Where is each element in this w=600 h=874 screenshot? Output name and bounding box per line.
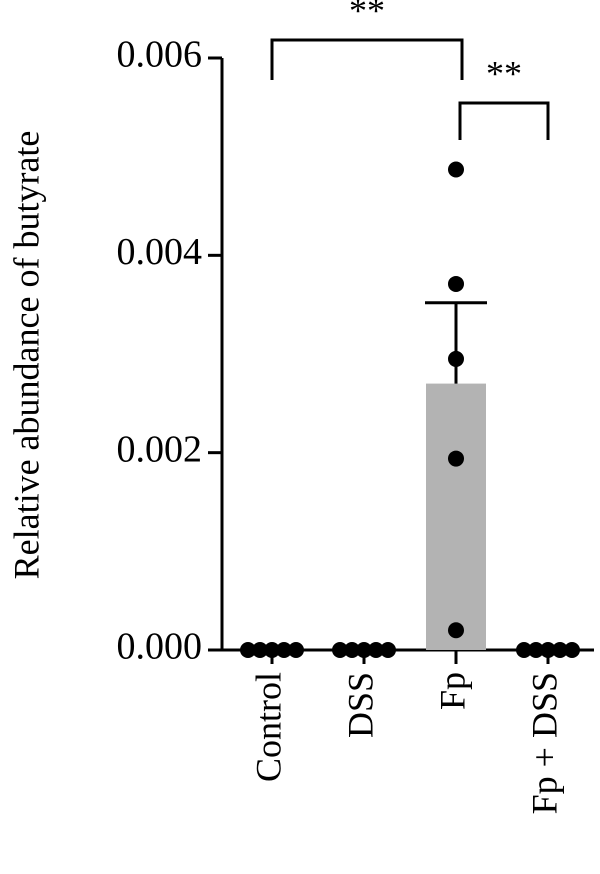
significance-label: ** bbox=[486, 53, 522, 93]
x-tick-label: DSS bbox=[340, 672, 380, 738]
y-tick-label: 0.006 bbox=[117, 34, 203, 76]
data-point bbox=[240, 642, 256, 658]
data-point bbox=[448, 450, 464, 467]
data-point bbox=[552, 642, 568, 658]
data-point bbox=[448, 161, 464, 178]
data-point bbox=[356, 642, 372, 658]
significance-label: ** bbox=[349, 0, 385, 30]
data-point bbox=[252, 642, 268, 658]
significance-bracket bbox=[458, 101, 550, 140]
data-point bbox=[368, 642, 384, 658]
x-tick-label: Fp bbox=[432, 672, 472, 710]
data-point bbox=[516, 642, 532, 658]
data-point bbox=[380, 642, 396, 658]
data-point bbox=[448, 275, 464, 292]
data-point bbox=[276, 642, 292, 658]
x-tick-label: Fp + DSS bbox=[524, 672, 564, 814]
data-point bbox=[564, 642, 580, 658]
data-point bbox=[448, 622, 464, 639]
y-tick-label: 0.000 bbox=[117, 626, 203, 668]
significance-bracket bbox=[270, 38, 464, 80]
data-point bbox=[332, 642, 348, 658]
y-axis-label: Relative abundance of butyrate bbox=[6, 131, 46, 580]
x-tick-label: Control bbox=[248, 672, 288, 782]
data-point bbox=[344, 642, 360, 658]
y-tick-label: 0.002 bbox=[117, 428, 203, 470]
bar bbox=[426, 383, 486, 650]
data-point bbox=[540, 642, 556, 658]
data-point bbox=[448, 350, 464, 367]
data-point bbox=[528, 642, 544, 658]
data-point bbox=[264, 642, 280, 658]
y-tick-label: 0.004 bbox=[117, 231, 203, 273]
data-point bbox=[288, 642, 304, 658]
